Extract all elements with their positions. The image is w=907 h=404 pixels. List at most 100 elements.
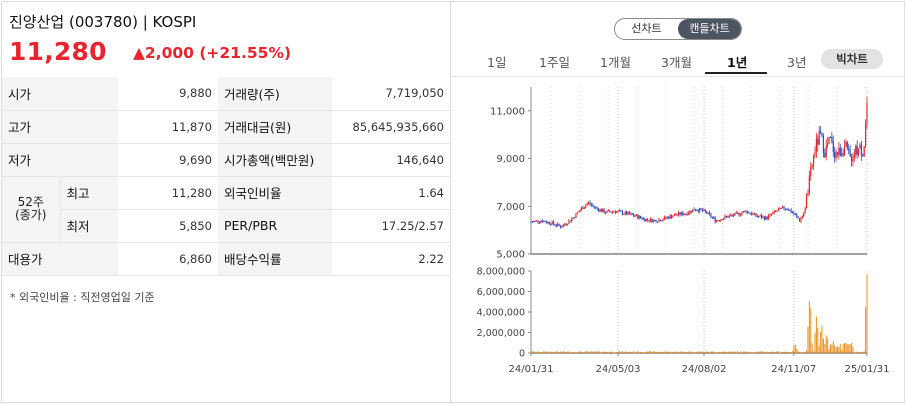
candle-body	[772, 212, 774, 215]
volume-bar	[581, 351, 583, 353]
period-tabs: 1일 1주일 1개월 3개월 1년 3년	[459, 50, 899, 74]
candle-body	[739, 214, 742, 216]
volume-bar	[657, 351, 659, 353]
volume-bar	[586, 351, 588, 353]
volume-bar	[531, 351, 533, 353]
candle-body	[760, 215, 763, 218]
volume-bar	[747, 351, 749, 353]
candle-body	[842, 153, 844, 156]
candle-body	[689, 210, 691, 214]
candle-body	[554, 224, 556, 226]
candle-body	[718, 220, 720, 222]
foreign-ratio-value: 1.64	[332, 176, 450, 210]
candle-body	[540, 220, 542, 223]
candle-body	[859, 144, 861, 149]
volume-bar	[745, 351, 747, 353]
volume-bar	[844, 343, 846, 353]
candle-body	[645, 219, 647, 222]
volume-bar	[655, 351, 657, 353]
volume-bar	[672, 351, 674, 353]
candle-body	[841, 153, 843, 156]
volume-bar	[732, 351, 734, 353]
candle-body	[800, 218, 802, 222]
volume-bar	[752, 352, 754, 353]
volume-bar	[839, 343, 841, 353]
candle-body	[617, 210, 619, 212]
tab-3year[interactable]: 3년	[787, 55, 807, 70]
volume-bar	[796, 348, 798, 353]
volume-bar	[799, 351, 801, 353]
candle-body	[713, 217, 715, 219]
volume-bar	[860, 352, 862, 353]
volume-bar	[835, 347, 837, 353]
volume-bar	[744, 351, 746, 353]
stock-title[interactable]: 진양산업 (003780) | KOSPI	[9, 13, 197, 31]
candle-body	[557, 223, 559, 226]
volume-bar	[572, 351, 574, 353]
tab-1week[interactable]: 1주일	[539, 55, 570, 70]
volume-bar	[821, 325, 823, 353]
candle-chart-button[interactable]: 캔들차트	[678, 19, 741, 39]
candle-body	[763, 216, 765, 220]
week52-label-line2: (종가)	[15, 208, 47, 222]
big-chart-button[interactable]: 빅차트	[821, 49, 883, 69]
volume-bar	[571, 352, 573, 353]
volume-bar	[620, 352, 622, 353]
candle-body	[620, 210, 622, 212]
volume-bar	[780, 352, 782, 353]
volume-bar	[583, 351, 585, 353]
volume-bar	[603, 351, 605, 353]
tab-3month[interactable]: 3개월	[661, 55, 692, 70]
volume-bar	[711, 351, 713, 353]
volume-bar	[537, 351, 539, 353]
candle-body	[700, 208, 702, 210]
volume-tick-label: 2,000,000	[477, 328, 525, 339]
volume-bar	[776, 351, 778, 353]
volume-bar	[678, 352, 680, 353]
candle-body	[704, 209, 706, 212]
volume-bar	[631, 352, 633, 353]
candle-body	[672, 215, 674, 218]
volume-bar	[640, 352, 642, 353]
tab-1year[interactable]: 1년	[727, 55, 748, 70]
volume-bar	[810, 307, 812, 353]
volume-bar	[575, 352, 577, 353]
volume-bar	[777, 351, 779, 353]
tab-1day[interactable]: 1일	[487, 55, 507, 70]
line-chart-button[interactable]: 선차트	[631, 22, 662, 35]
candle-body	[821, 133, 823, 136]
candle-body	[832, 141, 834, 152]
table-row: 저가 9,690 시가총액(백만원) 146,640	[2, 143, 450, 177]
candle-body	[530, 221, 532, 223]
volume-bar	[545, 352, 547, 353]
volume-bar	[739, 351, 741, 353]
volume-bar	[536, 351, 538, 353]
volume-bar	[683, 351, 685, 353]
candle-body	[849, 150, 851, 157]
volume-bar	[649, 351, 651, 353]
candle-body	[602, 209, 604, 212]
candle-body	[544, 221, 546, 223]
volume-bar	[775, 352, 777, 353]
candle-body	[784, 208, 787, 210]
candle-body	[578, 211, 580, 213]
date-tick-label: 24/11/07	[771, 364, 816, 375]
candle-body	[735, 212, 737, 214]
candle-body	[811, 165, 813, 168]
volume-bar	[565, 352, 567, 353]
open-value: 9,880	[118, 77, 218, 111]
table-row: 최저 5,850 PER/PBR 17.25/2.57	[2, 209, 450, 243]
volume-bar	[806, 350, 808, 353]
volume-bar	[755, 351, 757, 353]
candle-body	[604, 212, 607, 214]
volume-bar	[859, 351, 861, 353]
candle-body	[621, 211, 623, 215]
market-cap-label: 시가총액(백만원)	[218, 143, 332, 177]
volume-bar	[716, 352, 718, 353]
candle-body	[780, 207, 782, 209]
volume-bar	[779, 352, 781, 353]
tab-1month[interactable]: 1개월	[600, 55, 631, 70]
candle-body	[562, 224, 564, 227]
foreign-ratio-label: 외국인비율	[218, 176, 332, 210]
candle-body	[755, 213, 757, 217]
